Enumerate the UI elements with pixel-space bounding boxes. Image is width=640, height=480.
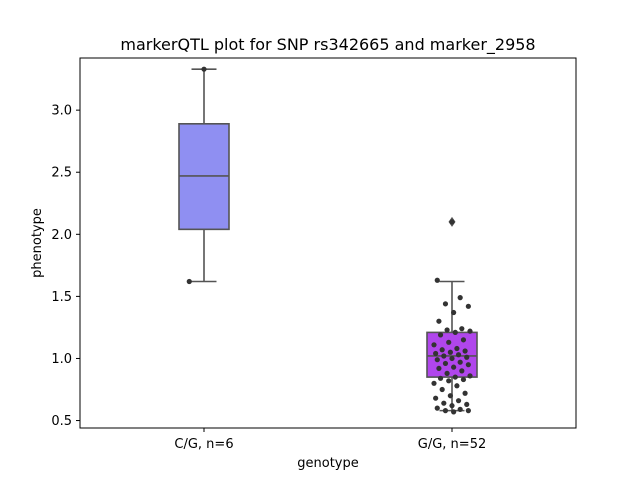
data-point xyxy=(447,393,453,399)
data-point xyxy=(452,374,458,380)
data-point xyxy=(462,348,468,354)
data-point xyxy=(465,303,471,309)
data-point xyxy=(441,400,447,406)
data-point xyxy=(444,370,450,376)
data-point xyxy=(449,219,455,225)
data-point xyxy=(457,295,463,301)
y-tick-label: 3.0 xyxy=(51,104,72,119)
data-point xyxy=(442,301,449,307)
data-point xyxy=(436,365,442,372)
data-point xyxy=(434,277,440,283)
y-tick-label: 1.0 xyxy=(51,352,72,367)
data-point xyxy=(454,383,460,389)
data-point xyxy=(436,318,442,324)
data-point xyxy=(452,329,458,335)
axes: 0.5 1.0 1.5 2.0 2.5 3.0 C/G, n=6 G/G, n=52 xyxy=(51,104,486,452)
data-point xyxy=(464,401,470,408)
data-point xyxy=(459,326,465,332)
data-point xyxy=(439,386,445,393)
data-point xyxy=(442,360,449,367)
data-point xyxy=(201,66,207,72)
data-point xyxy=(444,327,450,333)
axes-frame xyxy=(79,57,577,429)
data-point xyxy=(467,328,473,334)
y-tick-label: 1.5 xyxy=(51,290,72,305)
data-point xyxy=(457,359,463,365)
data-point xyxy=(451,364,457,370)
data-point xyxy=(454,345,460,352)
plot-area xyxy=(178,66,478,415)
data-point xyxy=(455,352,462,358)
data-point xyxy=(433,395,439,401)
data-point xyxy=(465,408,471,414)
data-point xyxy=(437,332,444,338)
data-point xyxy=(433,350,439,357)
data-point xyxy=(467,373,473,379)
data-point xyxy=(437,375,444,381)
data-point xyxy=(462,390,468,396)
data-point xyxy=(465,362,471,368)
data-point xyxy=(464,354,470,360)
data-point xyxy=(449,355,455,362)
data-point xyxy=(459,368,465,374)
data-point xyxy=(439,347,445,353)
x-axis-label: genotype xyxy=(297,456,358,471)
data-point xyxy=(442,408,449,414)
data-point xyxy=(457,406,463,412)
data-point xyxy=(455,398,462,404)
data-point xyxy=(434,405,440,411)
data-point xyxy=(460,337,467,343)
y-tick-label: 2.0 xyxy=(51,228,72,243)
data-point xyxy=(431,342,437,348)
data-point xyxy=(447,349,453,355)
x-tick-label: G/G, n=52 xyxy=(418,437,486,452)
data-point xyxy=(460,376,467,383)
x-tick-label: C/G, n=6 xyxy=(174,437,233,452)
y-tick-label: 2.5 xyxy=(51,166,72,181)
data-point xyxy=(434,357,440,363)
data-point xyxy=(441,353,447,359)
data-point xyxy=(451,409,457,415)
data-point xyxy=(451,309,457,316)
y-axis-label: phenotype xyxy=(30,208,45,278)
chart-title: markerQTL plot for SNP rs342665 and mark… xyxy=(120,35,535,55)
y-tick-label: 0.5 xyxy=(51,414,72,429)
data-point xyxy=(431,380,437,386)
data-point xyxy=(446,378,452,384)
data-point xyxy=(186,278,192,285)
data-point xyxy=(449,403,455,409)
data-point xyxy=(446,339,452,345)
